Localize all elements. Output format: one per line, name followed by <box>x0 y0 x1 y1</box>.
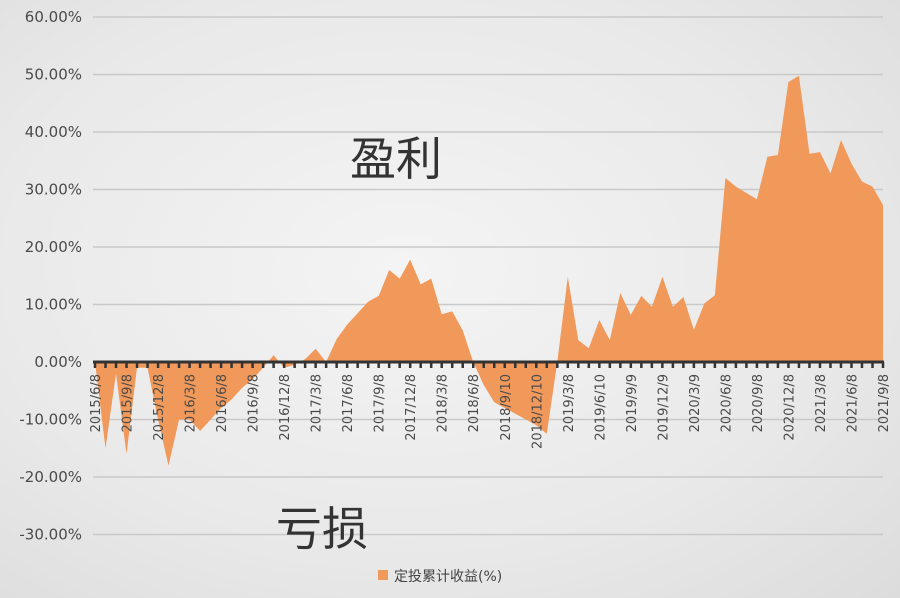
y-tick-label: 0.00% <box>34 353 82 371</box>
x-tick-label: 2017/6/8 <box>341 374 356 432</box>
y-tick-label: -30.00% <box>19 526 82 544</box>
gridlines <box>93 16 883 536</box>
x-tick-label: 2016/3/8 <box>184 374 199 432</box>
x-tick-label: 2020/3/9 <box>688 374 703 432</box>
x-tick-label: 2017/12/8 <box>404 374 419 441</box>
x-tick-label: 2015/9/8 <box>121 374 136 432</box>
series-area-path <box>95 75 883 466</box>
x-tick-label: 2020/9/8 <box>751 374 766 432</box>
x-tick-label: 2015/12/8 <box>152 374 167 441</box>
y-tick-label: 20.00% <box>25 238 82 256</box>
y-tick-label: 40.00% <box>25 123 82 141</box>
x-tick-label: 2015/6/8 <box>89 374 104 432</box>
x-tick-label: 2019/6/10 <box>593 374 608 441</box>
x-tick-label: 2017/9/8 <box>373 374 388 432</box>
x-axis-ticks: 2015/6/8 2015/9/8 2015/12/8 2016/3/8 2016/6/… <box>89 374 892 449</box>
y-tick-label: 50.00% <box>25 66 82 84</box>
x-tick-label: 2018/9/10 <box>499 374 514 441</box>
x-tick-label: 2020/6/8 <box>719 374 734 432</box>
x-tick-label: 2018/6/8 <box>467 374 482 432</box>
y-tick-label: 10.00% <box>25 296 82 314</box>
x-tick-label: 2021/3/8 <box>814 374 829 432</box>
x-tick-label: 2019/12/9 <box>656 374 671 441</box>
x-tick-label: 2019/3/8 <box>562 374 577 432</box>
x-tick-label: 2016/12/8 <box>278 374 293 441</box>
y-axis-ticks: 60.00% 50.00% 40.00% 30.00% 20.00% 10.00% 0.00… <box>19 8 82 544</box>
x-tick-label: 2016/9/8 <box>247 374 262 432</box>
annotation-loss: 亏损 <box>276 502 368 556</box>
x-axis <box>93 360 885 368</box>
series-area <box>95 75 883 466</box>
x-tick-label: 2016/6/8 <box>215 374 230 432</box>
x-tick-label: 2018/12/10 <box>530 374 545 449</box>
y-tick-label: 60.00% <box>25 8 82 26</box>
x-tick-label: 2020/12/8 <box>782 374 797 441</box>
legend-swatch <box>378 570 388 580</box>
y-tick-label: -10.00% <box>19 411 82 429</box>
x-tick-label: 2021/6/8 <box>845 374 860 432</box>
x-tick-label: 2018/3/8 <box>436 374 451 432</box>
y-tick-label: 30.00% <box>25 181 82 199</box>
annotation-profit: 盈利 <box>350 132 442 186</box>
legend-label: 定投累计收益(%) <box>394 569 502 585</box>
y-tick-label: -20.00% <box>19 468 82 486</box>
x-tick-label: 2019/9/9 <box>625 374 640 432</box>
x-tick-label: 2021/9/8 <box>877 374 892 432</box>
x-tick-label: 2017/3/8 <box>310 374 325 432</box>
